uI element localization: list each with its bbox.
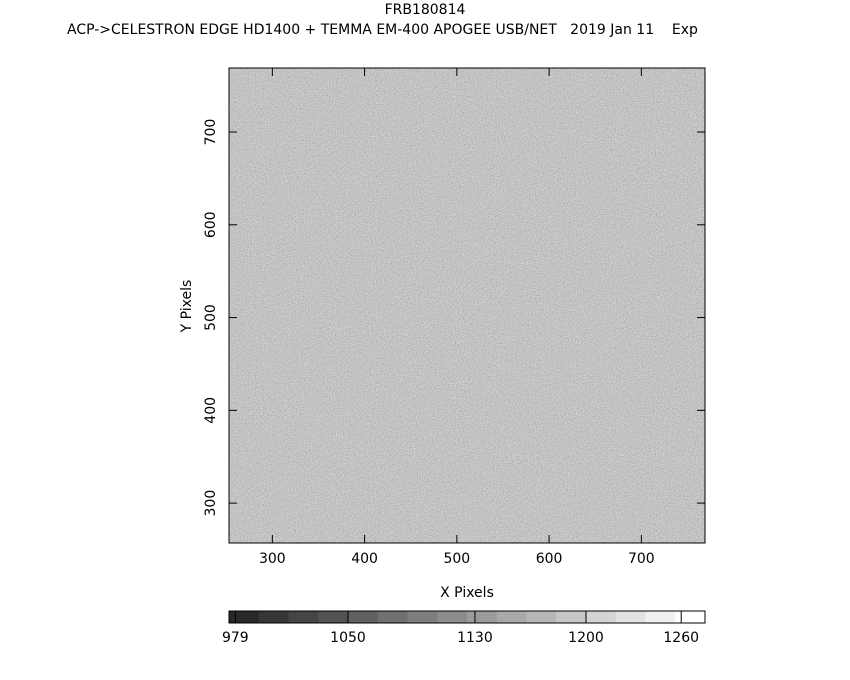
chart-title: FRB180814 <box>385 2 466 18</box>
colorbar-step <box>407 611 438 623</box>
x-tick-label: 300 <box>259 551 286 567</box>
colorbar-step <box>318 611 349 623</box>
colorbar-tick-label: 1130 <box>457 630 493 646</box>
y-axis-label: Y Pixels <box>179 280 195 334</box>
y-tick-label: 400 <box>203 397 219 424</box>
y-tick-label: 500 <box>203 304 219 331</box>
y-tick-label: 600 <box>203 211 219 238</box>
x-tick-label: 500 <box>443 551 470 567</box>
colorbar-tick-label: 1260 <box>663 630 699 646</box>
image <box>229 68 705 543</box>
colorbar-step <box>288 611 319 623</box>
colorbar-step <box>496 611 527 623</box>
colorbar-step <box>258 611 289 623</box>
colorbar-tick-label: 979 <box>222 630 249 646</box>
y-tick-label: 700 <box>203 119 219 146</box>
colorbar-step <box>437 611 468 623</box>
plot-frame <box>228 67 706 544</box>
colorbar-tick-label: 1200 <box>568 630 604 646</box>
x-tick-label: 700 <box>628 551 655 567</box>
colorbar-tick-label: 1050 <box>330 630 366 646</box>
colorbar-step <box>526 611 557 623</box>
y-tick-label: 300 <box>203 490 219 517</box>
colorbar-step <box>348 611 379 623</box>
colorbar-step <box>556 611 587 623</box>
x-tick-label: 400 <box>351 551 378 567</box>
chart-subtitle: ACP->CELESTRON EDGE HD1400 + TEMMA EM-40… <box>67 22 698 38</box>
colorbar-step <box>377 611 408 623</box>
colorbar-step <box>229 611 260 623</box>
colorbar-step <box>586 611 617 623</box>
x-tick-label: 600 <box>536 551 563 567</box>
colorbar-step <box>467 611 498 623</box>
colorbar-frame <box>228 610 706 624</box>
colorbar-step <box>675 611 706 623</box>
colorbar-step <box>645 611 676 623</box>
colorbar-step <box>615 611 646 623</box>
x-axis-label: X Pixels <box>440 585 494 601</box>
